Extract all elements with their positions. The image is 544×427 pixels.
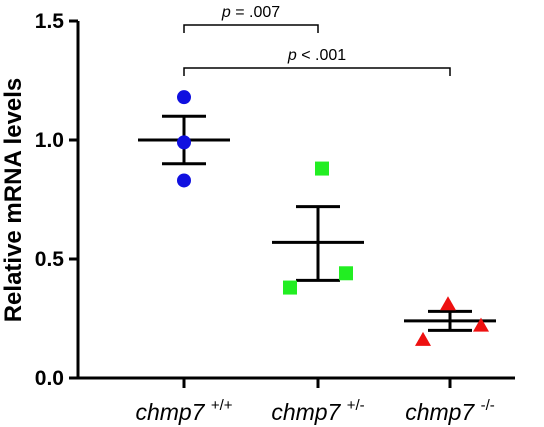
y-axis-title: Relative mRNA levels: [0, 78, 27, 323]
genotype-superscript: +/+: [211, 397, 233, 414]
gene-name: chmp7: [271, 399, 346, 425]
genotype-superscript: -/-: [481, 397, 495, 414]
p-value-label: p < .001: [287, 47, 346, 64]
error-bars: [138, 114, 496, 332]
data-point-square: [339, 266, 353, 281]
data-point-circle: [177, 135, 191, 150]
p-value-text: < .001: [301, 47, 346, 64]
p-value-label: p = .007: [221, 4, 280, 21]
p-value-text: = .007: [235, 4, 280, 21]
significance-bracket: [183, 24, 319, 33]
data-point-circle: [177, 173, 191, 188]
significance-bracket: [183, 67, 451, 76]
x-axis: chmp7 +/+ chmp7 +/- chmp7 -/-: [76, 376, 515, 425]
data-point-square: [315, 161, 329, 176]
x-category-label: chmp7 -/-: [405, 397, 495, 425]
data-point-square: [283, 280, 297, 295]
data-point-triangle: [415, 331, 431, 346]
y-tick-label: 1.0: [35, 129, 64, 152]
data-point-triangle: [440, 296, 456, 311]
y-tick-label: 1.5: [35, 10, 65, 33]
data-points: [177, 90, 489, 346]
p-symbol: p: [221, 4, 235, 21]
genotype-superscript: +/-: [347, 397, 365, 414]
data-point-triangle: [473, 317, 489, 332]
data-point-circle: [177, 90, 191, 105]
p-symbol: p: [287, 47, 301, 64]
y-tick-label: 0.0: [35, 367, 64, 390]
y-tick-label: 0.5: [35, 248, 65, 271]
y-axis: 0.0 0.5 1.0 1.5: [35, 10, 80, 390]
x-category-label: chmp7 +/-: [271, 397, 364, 425]
gene-name: chmp7: [135, 399, 210, 425]
gene-name: chmp7: [405, 399, 480, 425]
x-category-label: chmp7 +/+: [135, 397, 232, 425]
